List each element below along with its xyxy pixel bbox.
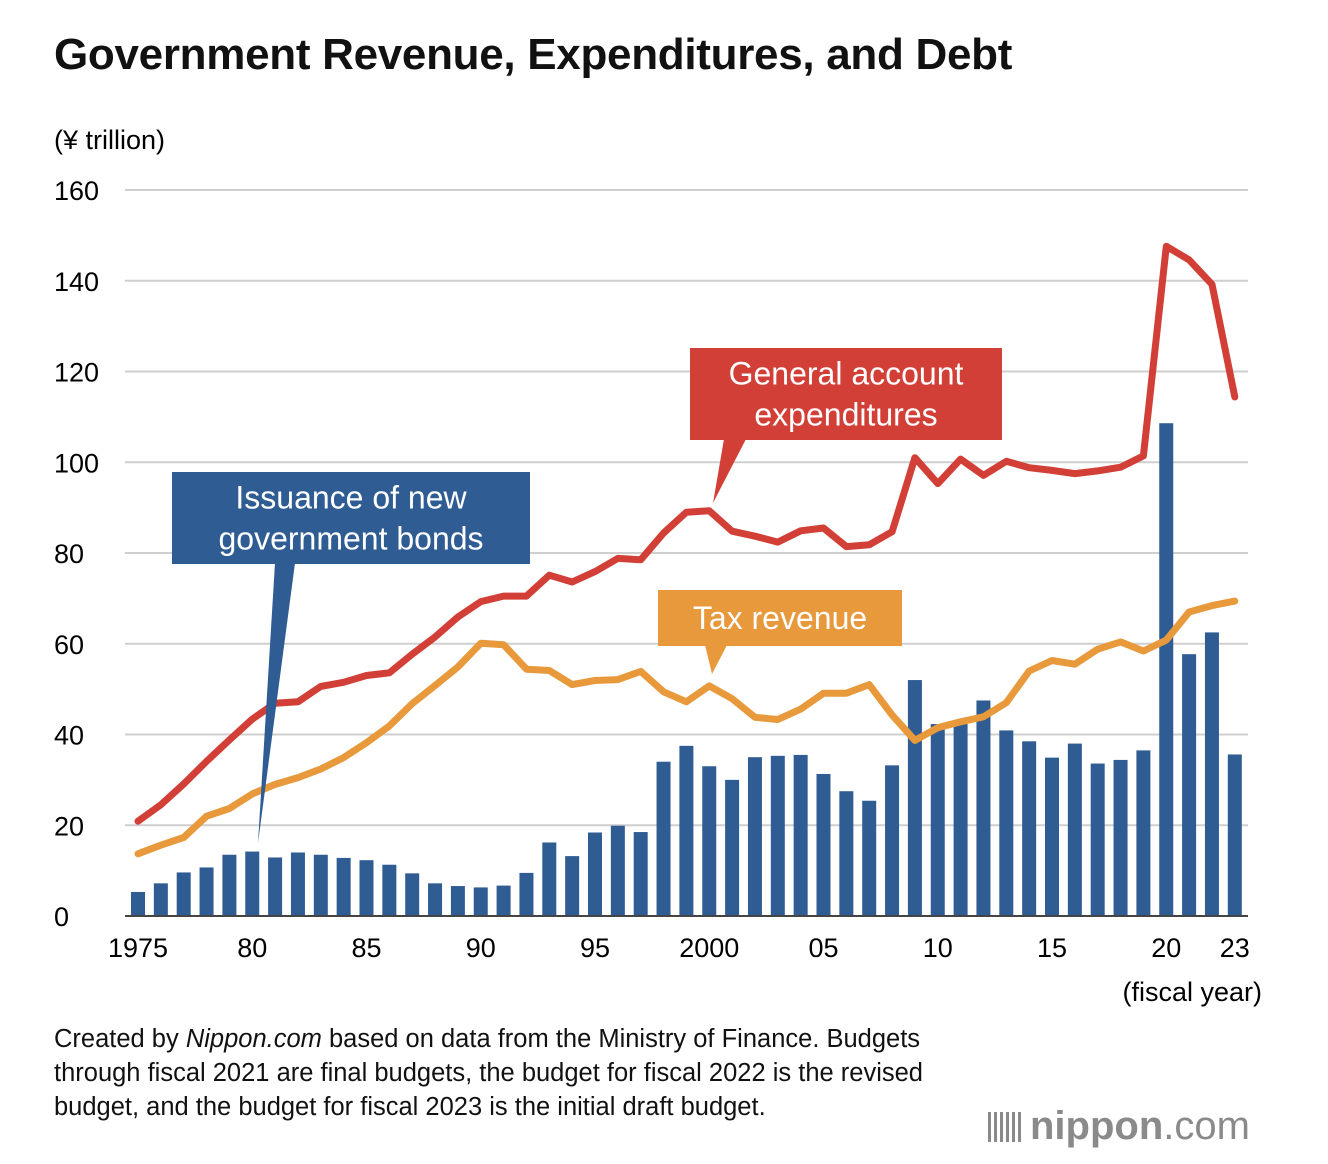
bond-bar [268, 857, 283, 916]
bonds-callout-pointer [258, 563, 295, 843]
bond-bar [793, 754, 808, 916]
x-tick-label: 80 [237, 933, 267, 963]
bond-bar [953, 721, 968, 916]
bond-bar [1159, 423, 1174, 916]
bond-bar [496, 885, 511, 916]
bond-bar [245, 851, 260, 916]
logo-brand: nippon [1030, 1104, 1164, 1148]
tax-callout-pointer [705, 645, 727, 674]
bonds-callout-box [172, 472, 530, 564]
nippon-logo: nippon .com [988, 1104, 1250, 1149]
bond-bar [542, 842, 557, 916]
bond-bar [359, 860, 374, 916]
bond-bar [839, 791, 854, 916]
expenditures-callout-text: General account [729, 356, 964, 392]
bond-bar [633, 832, 648, 916]
x-tick-label: 15 [1037, 933, 1067, 963]
line-series [134, 242, 1239, 858]
x-tick-label: 85 [351, 933, 381, 963]
bond-bar [405, 873, 420, 916]
y-tick-label: 100 [54, 448, 99, 478]
bond-bar [770, 755, 785, 916]
bond-bar [610, 825, 625, 916]
bond-bar [565, 856, 580, 916]
bond-bar [588, 832, 602, 916]
bond-bar [1182, 654, 1197, 916]
bond-bar [862, 800, 877, 916]
x-tick-label: 2000 [679, 933, 739, 963]
expenditures-callout-text: expenditures [754, 397, 937, 433]
bond-bar [313, 854, 328, 916]
tax-revenue-line [134, 597, 1239, 858]
bonds-callout-text: Issuance of new [235, 480, 467, 516]
bond-bar [519, 872, 534, 916]
bond-bar [336, 857, 351, 916]
bond-bar [1045, 757, 1059, 916]
bond-bar [930, 724, 945, 916]
footnote-suffix: based on data from the Ministry of Finan… [54, 1025, 923, 1121]
bond-bar [816, 773, 831, 916]
x-tick-label: 95 [580, 933, 610, 963]
bond-bar [290, 852, 305, 916]
chart-title: Government Revenue, Expenditures, and De… [54, 30, 1013, 79]
bond-bar [473, 887, 488, 916]
expenditures-callout-box [690, 348, 1002, 440]
logo-tld: .com [1163, 1104, 1250, 1148]
x-tick-label: 23 [1220, 933, 1250, 963]
bond-bar [1090, 763, 1105, 916]
chart: (¥ trillion) (fiscal year) 0 20 40 60 80 100 1… [54, 125, 1262, 1007]
bonds-callout-text: government bonds [218, 521, 483, 557]
bond-bar [176, 872, 191, 916]
bond-bar [131, 891, 145, 916]
x-tick-label: 90 [466, 933, 496, 963]
bond-bar [725, 779, 740, 916]
y-axis-tick-labels: 0 20 40 60 80 100 120 140 160 [54, 176, 99, 932]
x-axis-tick-labels: 1975 80 85 90 95 2000 05 10 15 20 23 [108, 933, 1250, 963]
expenditures-line [134, 242, 1239, 825]
expenditures-callout-pointer [713, 439, 746, 503]
y-tick-label: 120 [54, 358, 99, 388]
bond-bar [1113, 759, 1128, 916]
bond-bar [702, 766, 717, 916]
bond-bar [222, 854, 237, 916]
tax-callout-text: Tax revenue [693, 600, 867, 636]
x-axis-unit-label: (fiscal year) [1122, 977, 1262, 1007]
y-tick-label: 0 [54, 902, 69, 932]
bond-bar [428, 883, 443, 916]
bond-bar [1136, 750, 1151, 916]
bond-bar [747, 757, 762, 916]
bond-bar [1227, 754, 1242, 916]
bond-bar [450, 886, 465, 916]
footnote: Created by Nippon.com based on data from… [54, 1022, 984, 1124]
bond-bar [1204, 632, 1219, 916]
y-tick-label: 40 [54, 721, 84, 751]
y-tick-label: 140 [54, 267, 99, 297]
bond-bar [679, 745, 694, 916]
footnote-prefix: Created by [54, 1025, 186, 1053]
y-tick-label: 60 [54, 630, 84, 660]
bond-bar [976, 700, 991, 916]
y-axis-unit-label: (¥ trillion) [54, 125, 165, 155]
bond-bar [382, 864, 397, 916]
bond-bar [199, 867, 214, 916]
logo-bars-icon [988, 1111, 1022, 1142]
bond-bar [1022, 741, 1037, 916]
bond-bar [1067, 743, 1082, 916]
bond-bar [885, 765, 900, 916]
x-tick-label: 05 [808, 933, 838, 963]
y-tick-label: 20 [54, 811, 84, 841]
bonds-bars [131, 423, 1242, 916]
y-tick-label: 160 [54, 176, 99, 206]
tax-callout-box [658, 590, 902, 646]
x-tick-label: 1975 [108, 933, 168, 963]
x-tick-label: 10 [923, 933, 953, 963]
footnote-source: Nippon.com [185, 1025, 322, 1053]
bond-bar [907, 680, 922, 916]
bond-bar [656, 761, 671, 916]
bond-bar [153, 883, 168, 916]
x-tick-label: 20 [1151, 933, 1181, 963]
series-callouts: General account expenditures Issuance of n… [172, 348, 1002, 843]
y-tick-label: 80 [54, 539, 84, 569]
bond-bar [999, 730, 1014, 916]
